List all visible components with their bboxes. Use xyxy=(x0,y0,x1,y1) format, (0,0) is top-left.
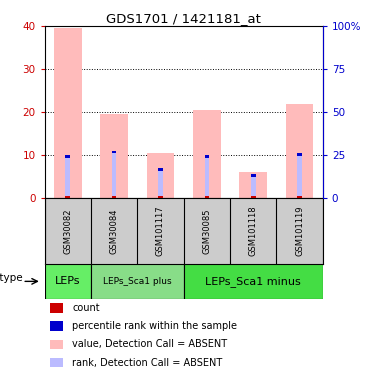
Bar xyxy=(184,264,323,298)
Bar xyxy=(297,153,302,156)
Text: LEPs_Sca1 minus: LEPs_Sca1 minus xyxy=(205,276,301,287)
Bar xyxy=(54,28,82,198)
Bar xyxy=(91,264,184,298)
Bar xyxy=(158,171,163,198)
Bar xyxy=(45,264,91,298)
Text: GSM101119: GSM101119 xyxy=(295,206,304,256)
Bar xyxy=(50,358,63,367)
Bar xyxy=(286,104,313,198)
Bar xyxy=(193,110,221,198)
Bar xyxy=(158,196,163,198)
Bar xyxy=(50,303,63,313)
Text: percentile rank within the sample: percentile rank within the sample xyxy=(72,321,237,331)
Bar xyxy=(112,153,116,198)
Bar xyxy=(50,321,63,331)
Bar xyxy=(251,196,256,198)
Bar xyxy=(204,158,209,198)
Title: GDS1701 / 1421181_at: GDS1701 / 1421181_at xyxy=(106,12,261,25)
Text: value, Detection Call = ABSENT: value, Detection Call = ABSENT xyxy=(72,339,227,350)
Bar xyxy=(65,196,70,198)
Bar xyxy=(297,196,302,198)
Text: cell type: cell type xyxy=(0,273,22,283)
Bar xyxy=(65,158,70,198)
Bar xyxy=(147,153,174,198)
Bar xyxy=(297,156,302,198)
Text: GSM101118: GSM101118 xyxy=(249,206,258,256)
Text: GSM30082: GSM30082 xyxy=(63,209,72,254)
Bar xyxy=(204,196,209,198)
Bar xyxy=(112,151,116,153)
Text: GSM30085: GSM30085 xyxy=(202,209,211,254)
Text: GSM30084: GSM30084 xyxy=(109,209,119,254)
Bar xyxy=(50,340,63,349)
Bar xyxy=(239,172,267,198)
Text: LEPs_Sca1 plus: LEPs_Sca1 plus xyxy=(103,277,171,286)
Bar xyxy=(251,174,256,177)
Bar xyxy=(112,196,116,198)
Text: rank, Detection Call = ABSENT: rank, Detection Call = ABSENT xyxy=(72,357,223,368)
Text: count: count xyxy=(72,303,100,313)
Bar xyxy=(100,114,128,198)
Bar xyxy=(204,155,209,158)
Bar xyxy=(65,155,70,158)
Bar xyxy=(158,168,163,171)
Text: LEPs: LEPs xyxy=(55,276,81,286)
Text: GSM101117: GSM101117 xyxy=(156,206,165,256)
Bar xyxy=(251,177,256,198)
